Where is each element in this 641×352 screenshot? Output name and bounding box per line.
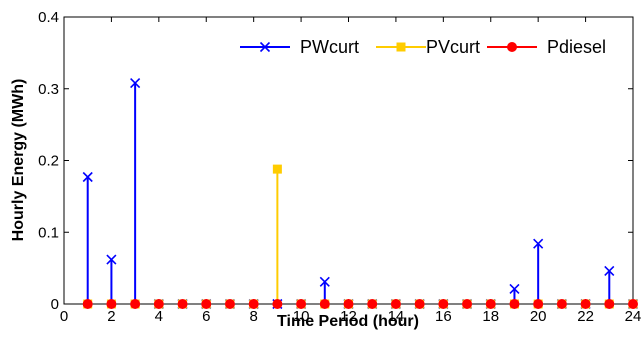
marker-pwcurt: [604, 265, 615, 277]
x-tick-label: 0: [60, 308, 68, 325]
y-tick-label: 0.1: [38, 224, 59, 241]
marker-pvcurt: [272, 164, 282, 174]
marker-pdiesel: [106, 299, 117, 309]
marker-pdiesel: [462, 299, 473, 309]
legend-label-pvcurt: PVcurt: [426, 37, 480, 57]
marker-pdiesel: [319, 299, 330, 309]
marker-pwcurt: [533, 238, 544, 249]
marker-pdiesel: [296, 299, 307, 309]
y-tick-label: 0: [51, 296, 59, 313]
marker-pdiesel: [628, 299, 638, 309]
x-tick-label: 10: [293, 308, 310, 325]
x-tick-label: 16: [435, 308, 452, 325]
x-axis-label: Time Period (hour): [277, 313, 419, 330]
marker-pwcurt: [319, 276, 330, 287]
y-tick-label: 0.3: [38, 81, 59, 98]
marker-pwcurt: [106, 254, 117, 265]
y-axis-ticks: 0 0.1 0.2 0.3 0.4: [38, 9, 633, 313]
data-markers: [82, 77, 639, 310]
x-tick-label: 18: [482, 308, 499, 325]
marker-pdiesel: [509, 299, 520, 309]
x-tick-label: 22: [577, 308, 594, 325]
marker-pwcurt: [509, 283, 520, 294]
marker-pdiesel: [130, 299, 141, 309]
marker-pdiesel: [414, 299, 425, 309]
marker-pdiesel: [556, 299, 567, 309]
y-axis-label: Hourly Energy (MWh): [10, 79, 27, 242]
legend-label-pwcurt: PWcurt: [300, 37, 359, 57]
marker-pdiesel: [224, 299, 235, 309]
marker-pdiesel: [533, 299, 544, 309]
marker-pdiesel: [390, 299, 401, 309]
marker-pwcurt: [82, 171, 93, 183]
legend-label-pdiesel: Pdiesel: [547, 37, 606, 57]
marker-pdiesel: [177, 299, 188, 309]
plot-area: [63, 16, 634, 305]
marker-pdiesel: [201, 299, 212, 309]
x-tick-label: 20: [530, 308, 547, 325]
marker-pwcurt: [130, 77, 141, 89]
x-tick-label: 2: [107, 308, 115, 325]
marker-pdiesel: [580, 299, 591, 309]
legend-marker-pdiesel: [507, 42, 517, 52]
marker-pdiesel: [367, 299, 378, 309]
x-tick-label: 24: [625, 308, 641, 325]
marker-pdiesel: [153, 299, 164, 309]
marker-pdiesel: [485, 299, 496, 309]
y-tick-label: 0.2: [38, 153, 59, 170]
marker-pdiesel: [604, 299, 615, 309]
marker-pdiesel: [82, 299, 93, 309]
x-tick-label: 8: [249, 308, 257, 325]
marker-pdiesel: [248, 299, 259, 309]
marker-pdiesel: [438, 299, 449, 309]
x-tick-label: 6: [202, 308, 210, 325]
legend-marker-pwcurt: [259, 41, 271, 53]
marker-pdiesel: [272, 299, 283, 309]
legend-marker-pvcurt: [396, 42, 406, 52]
data-stems: [86, 83, 611, 304]
x-tick-label: 4: [155, 308, 163, 325]
marker-pdiesel: [343, 299, 354, 309]
y-tick-label: 0.4: [38, 9, 59, 26]
x-tick-label: 14: [388, 308, 405, 325]
legend: PWcurt PVcurt Pdiesel: [240, 37, 606, 57]
x-tick-label: 12: [340, 308, 357, 325]
